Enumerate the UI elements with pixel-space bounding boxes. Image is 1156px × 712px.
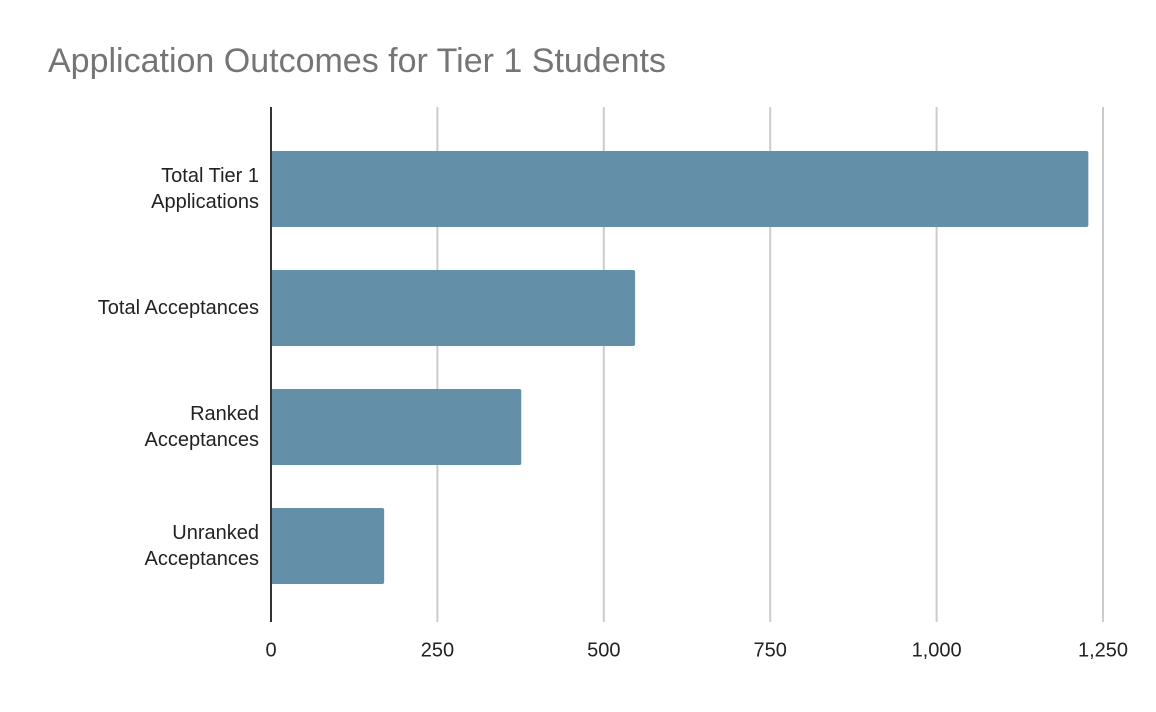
y-tick-label: Unranked Acceptances	[144, 522, 259, 570]
x-tick-label: 1,000	[912, 639, 962, 661]
y-tick-label: Ranked Acceptances	[144, 403, 259, 451]
x-tick-label: 0	[265, 639, 276, 661]
bar	[271, 389, 522, 465]
x-tick-label: 500	[587, 639, 620, 661]
bar	[271, 508, 385, 584]
x-tick-label: 1,250	[1078, 639, 1128, 661]
bar	[271, 270, 636, 346]
y-tick-label: Total Acceptances	[97, 297, 259, 319]
y-tick-label: Total Tier 1 Applications	[151, 165, 259, 213]
x-tick-label: 250	[421, 639, 454, 661]
chart-title: Application Outcomes for Tier 1 Students	[48, 42, 666, 80]
bar	[271, 151, 1089, 227]
x-tick-label: 750	[754, 639, 787, 661]
